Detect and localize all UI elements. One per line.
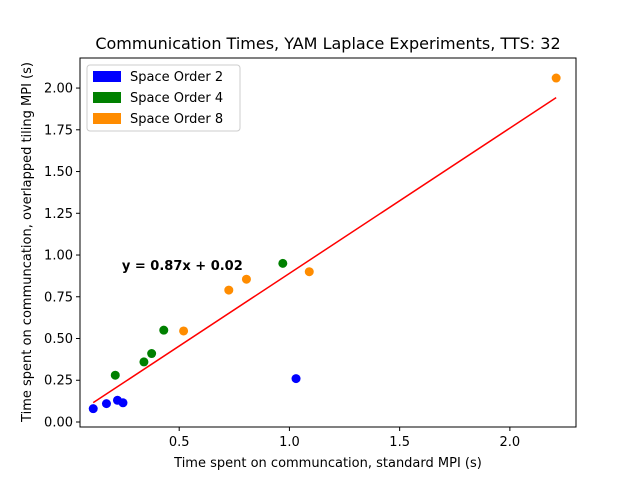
data-point-series-1-5 — [291, 374, 301, 384]
y-tick-label: 0.25 — [44, 374, 73, 389]
legend-swatch-2 — [93, 92, 121, 103]
data-point-series-2-4 — [159, 325, 169, 335]
data-point-series-1-4 — [118, 398, 128, 408]
legend: Space Order 2 Space Order 4 Space Order 8 — [86, 64, 241, 132]
y-tick-label: 0.00 — [44, 415, 73, 430]
legend-swatch-3 — [93, 113, 121, 124]
chart-title: Communication Times, YAM Laplace Experim… — [95, 34, 560, 53]
y-tick-label: 1.00 — [44, 249, 73, 264]
y-tick-label: 0.50 — [44, 332, 73, 347]
y-tick-label: 1.75 — [44, 123, 73, 138]
data-point-series-3-2 — [224, 285, 234, 295]
data-point-series-2-2 — [139, 357, 149, 367]
legend-box — [86, 64, 241, 132]
data-point-series-2-3 — [147, 349, 157, 359]
y-axis-label: Time spent on communcation, overlapped t… — [20, 62, 35, 423]
y-tick-label: 0.75 — [44, 290, 73, 305]
fit-line — [92, 96, 557, 404]
x-tick-label: 1.0 — [279, 435, 300, 450]
data-point-series-3-4 — [304, 267, 314, 277]
legend-label-3: Space Order 8 — [130, 112, 223, 127]
data-point-series-2-1 — [110, 370, 120, 380]
data-point-series-3-3 — [241, 274, 251, 284]
data-point-series-1-2 — [101, 399, 111, 409]
x-tick-label: 2.0 — [500, 435, 521, 450]
legend-label-2: Space Order 4 — [130, 91, 223, 106]
legend-swatch-1 — [93, 71, 121, 82]
legend-label-1: Space Order 2 — [130, 70, 223, 85]
y-tick-label: 1.50 — [44, 165, 73, 180]
data-point-series-3-5 — [551, 73, 561, 83]
y-tick-label: 1.25 — [44, 207, 73, 222]
data-point-series-3-1 — [179, 326, 189, 336]
data-point-series-1-1 — [88, 404, 98, 414]
x-axis-label: Time spent on communcation, standard MPI… — [173, 456, 482, 471]
y-tick-label: 2.00 — [44, 82, 73, 97]
fit-equation-annotation: y = 0.87x + 0.02 — [122, 259, 243, 274]
x-tick-label: 0.5 — [169, 435, 190, 450]
plot-frame — [79, 57, 577, 428]
data-point-series-2-5 — [278, 258, 288, 268]
x-tick-label: 1.5 — [389, 435, 410, 450]
